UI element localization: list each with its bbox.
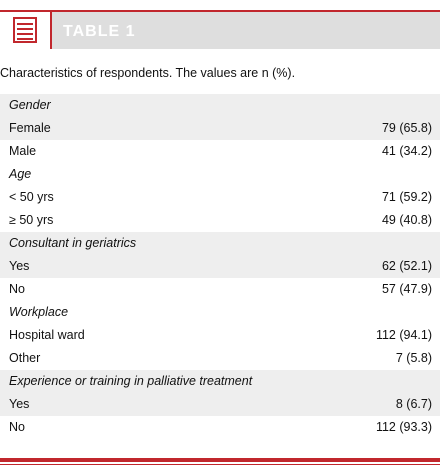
- row-value: 57 (47.9): [381, 282, 432, 296]
- table-section-row: Consultant in geriatrics: [0, 232, 440, 255]
- table-section-row: Experience or training in palliative tre…: [0, 370, 440, 393]
- row-value: 41 (34.2): [381, 144, 432, 158]
- section-heading: Experience or training in palliative tre…: [9, 374, 253, 388]
- top-accent-rule: [0, 10, 440, 12]
- bottom-accent-rule: [0, 458, 440, 462]
- table-header-bar: TABLE 1: [0, 12, 440, 49]
- row-value: 112 (94.1): [375, 328, 432, 342]
- table-row: Yes 8 (6.7): [0, 393, 440, 416]
- section-heading: Workplace: [9, 305, 69, 319]
- section-heading: Consultant in geriatrics: [9, 236, 137, 250]
- table-caption: Characteristics of respondents. The valu…: [0, 66, 296, 80]
- table-section-row: Age: [0, 163, 440, 186]
- row-label: Hospital ward: [9, 328, 85, 342]
- table-title: TABLE 1: [63, 23, 136, 40]
- section-heading: Age: [9, 167, 32, 181]
- row-label: ≥ 50 yrs: [9, 213, 54, 227]
- table-section-row: Gender: [0, 94, 440, 117]
- table-icon-box: [0, 12, 50, 49]
- row-value: 71 (59.2): [381, 190, 432, 204]
- table-row: Other 7 (5.8): [0, 347, 440, 370]
- row-label: Male: [9, 144, 37, 158]
- header-divider: [50, 12, 52, 49]
- table-row: No 57 (47.9): [0, 278, 440, 301]
- row-value: 79 (65.8): [381, 121, 432, 135]
- table-row: Male 41 (34.2): [0, 140, 440, 163]
- row-label: No: [9, 420, 25, 434]
- table-row: Yes 62 (52.1): [0, 255, 440, 278]
- row-label: Yes: [9, 397, 30, 411]
- row-value: 112 (93.3): [375, 420, 432, 434]
- table-row: Female 79 (65.8): [0, 117, 440, 140]
- row-value: 8 (6.7): [395, 397, 432, 411]
- row-label: < 50 yrs: [9, 190, 54, 204]
- row-label: Female: [9, 121, 51, 135]
- section-heading: Gender: [9, 98, 51, 112]
- table-row: Hospital ward 112 (94.1): [0, 324, 440, 347]
- row-label: No: [9, 282, 25, 296]
- row-label: Yes: [9, 259, 30, 273]
- row-value: 62 (52.1): [381, 259, 432, 273]
- row-value: 7 (5.8): [395, 351, 432, 365]
- table-row: < 50 yrs 71 (59.2): [0, 186, 440, 209]
- row-value: 49 (40.8): [381, 213, 432, 227]
- table-document-icon: [13, 17, 37, 43]
- characteristics-table: Gender Female 79 (65.8) Male 41 (34.2) Age < 5…: [0, 94, 440, 439]
- table-section-row: Workplace: [0, 301, 440, 324]
- bottom-thin-rule: [0, 464, 440, 465]
- row-label: Other: [9, 351, 41, 365]
- table-row: ≥ 50 yrs 49 (40.8): [0, 209, 440, 232]
- table-row: No 112 (93.3): [0, 416, 440, 439]
